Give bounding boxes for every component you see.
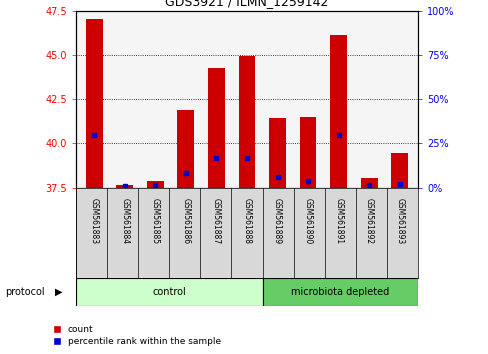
Bar — [85, 19, 102, 188]
Text: GSM561888: GSM561888 — [242, 199, 251, 245]
Text: GSM561889: GSM561889 — [272, 199, 282, 245]
Text: GSM561891: GSM561891 — [333, 199, 343, 245]
Text: ▶: ▶ — [55, 287, 62, 297]
Bar — [390, 154, 407, 188]
Bar — [299, 118, 316, 188]
Text: GSM561884: GSM561884 — [120, 199, 129, 245]
Legend: count, percentile rank within the sample: count, percentile rank within the sample — [53, 325, 221, 346]
Text: GSM561890: GSM561890 — [303, 199, 312, 245]
Text: GSM561887: GSM561887 — [211, 199, 221, 245]
Title: GDS3921 / ILMN_1259142: GDS3921 / ILMN_1259142 — [165, 0, 328, 8]
Text: GSM561893: GSM561893 — [394, 199, 404, 245]
Bar — [146, 181, 163, 188]
Text: GSM561892: GSM561892 — [364, 199, 373, 245]
Bar — [116, 185, 133, 188]
Text: protocol: protocol — [5, 287, 44, 297]
Bar — [262, 278, 417, 306]
Bar — [76, 278, 262, 306]
Bar — [329, 35, 346, 188]
Bar — [360, 178, 377, 188]
Bar — [238, 56, 255, 188]
Text: GSM561886: GSM561886 — [181, 199, 190, 245]
Text: microbiota depleted: microbiota depleted — [290, 287, 388, 297]
Bar — [177, 110, 194, 188]
Text: GSM561885: GSM561885 — [150, 199, 160, 245]
Bar — [207, 68, 224, 188]
Bar — [268, 118, 285, 188]
Text: GSM561883: GSM561883 — [89, 199, 99, 245]
Text: control: control — [152, 287, 185, 297]
